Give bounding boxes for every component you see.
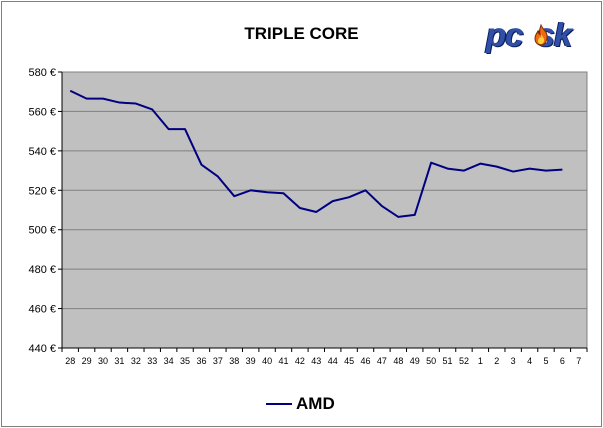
x-tick-label-47-19: 47 xyxy=(377,356,387,366)
y-tick-label-500: 500 € xyxy=(28,225,56,237)
x-tick-label-48-20: 48 xyxy=(393,356,403,366)
x-tick-label-44-16: 44 xyxy=(328,356,338,366)
x-tick-label-6-30: 6 xyxy=(560,356,565,366)
legend-label-amd: AMD xyxy=(296,394,335,413)
x-tick-label-50-22: 50 xyxy=(426,356,436,366)
x-tick-label-40-12: 40 xyxy=(262,356,272,366)
legend-swatch-amd xyxy=(266,403,292,405)
x-tick-label-35-7: 35 xyxy=(180,356,190,366)
x-tick-label-7-31: 7 xyxy=(576,356,581,366)
y-tick-label-540: 540 € xyxy=(28,146,56,158)
x-tick-label-28-0: 28 xyxy=(65,356,75,366)
x-tick-label-1-25: 1 xyxy=(478,356,483,366)
x-tick-label-43-15: 43 xyxy=(311,356,321,366)
x-tick-label-42-14: 42 xyxy=(295,356,305,366)
x-tick-label-41-13: 41 xyxy=(278,356,288,366)
x-tick-label-5-29: 5 xyxy=(543,356,548,366)
x-tick-label-33-5: 33 xyxy=(147,356,157,366)
x-tick-label-51-23: 51 xyxy=(443,356,453,366)
series-line-amd xyxy=(69,89,563,218)
plot-area xyxy=(61,71,588,349)
x-tick-label-36-8: 36 xyxy=(196,356,206,366)
x-tick-label-39-11: 39 xyxy=(246,356,256,366)
x-tick-label-32-4: 32 xyxy=(131,356,141,366)
x-tick-label-30-2: 30 xyxy=(98,356,108,366)
x-tick-label-3-27: 3 xyxy=(511,356,516,366)
logo-text: pc sk xyxy=(486,16,572,53)
x-tick-label-46-18: 46 xyxy=(361,356,371,366)
y-tick-label-440: 440 € xyxy=(28,343,56,355)
y-tick-label-480: 480 € xyxy=(28,264,56,276)
y-tick-label-580: 580 € xyxy=(28,67,56,79)
y-tick-label-560: 560 € xyxy=(28,106,56,118)
x-tick-label-52-24: 52 xyxy=(459,356,469,366)
legend: AMD xyxy=(266,394,335,414)
x-tick-label-2-26: 2 xyxy=(494,356,499,366)
y-tick-label-520: 520 € xyxy=(28,185,56,197)
x-tick-label-38-10: 38 xyxy=(229,356,239,366)
x-tick-label-29-1: 29 xyxy=(82,356,92,366)
x-tick-label-45-17: 45 xyxy=(344,356,354,366)
x-tick-label-49-21: 49 xyxy=(410,356,420,366)
x-tick-label-34-6: 34 xyxy=(164,356,174,366)
chart-title: TRIPLE CORE xyxy=(244,24,359,43)
x-tick-label-37-9: 37 xyxy=(213,356,223,366)
flame-icon xyxy=(534,24,548,46)
x-tick-label-31-3: 31 xyxy=(114,356,124,366)
y-tick-label-460: 460 € xyxy=(28,304,56,316)
pcask-logo: pc sk xyxy=(486,14,590,58)
x-tick-label-4-28: 4 xyxy=(527,356,532,366)
